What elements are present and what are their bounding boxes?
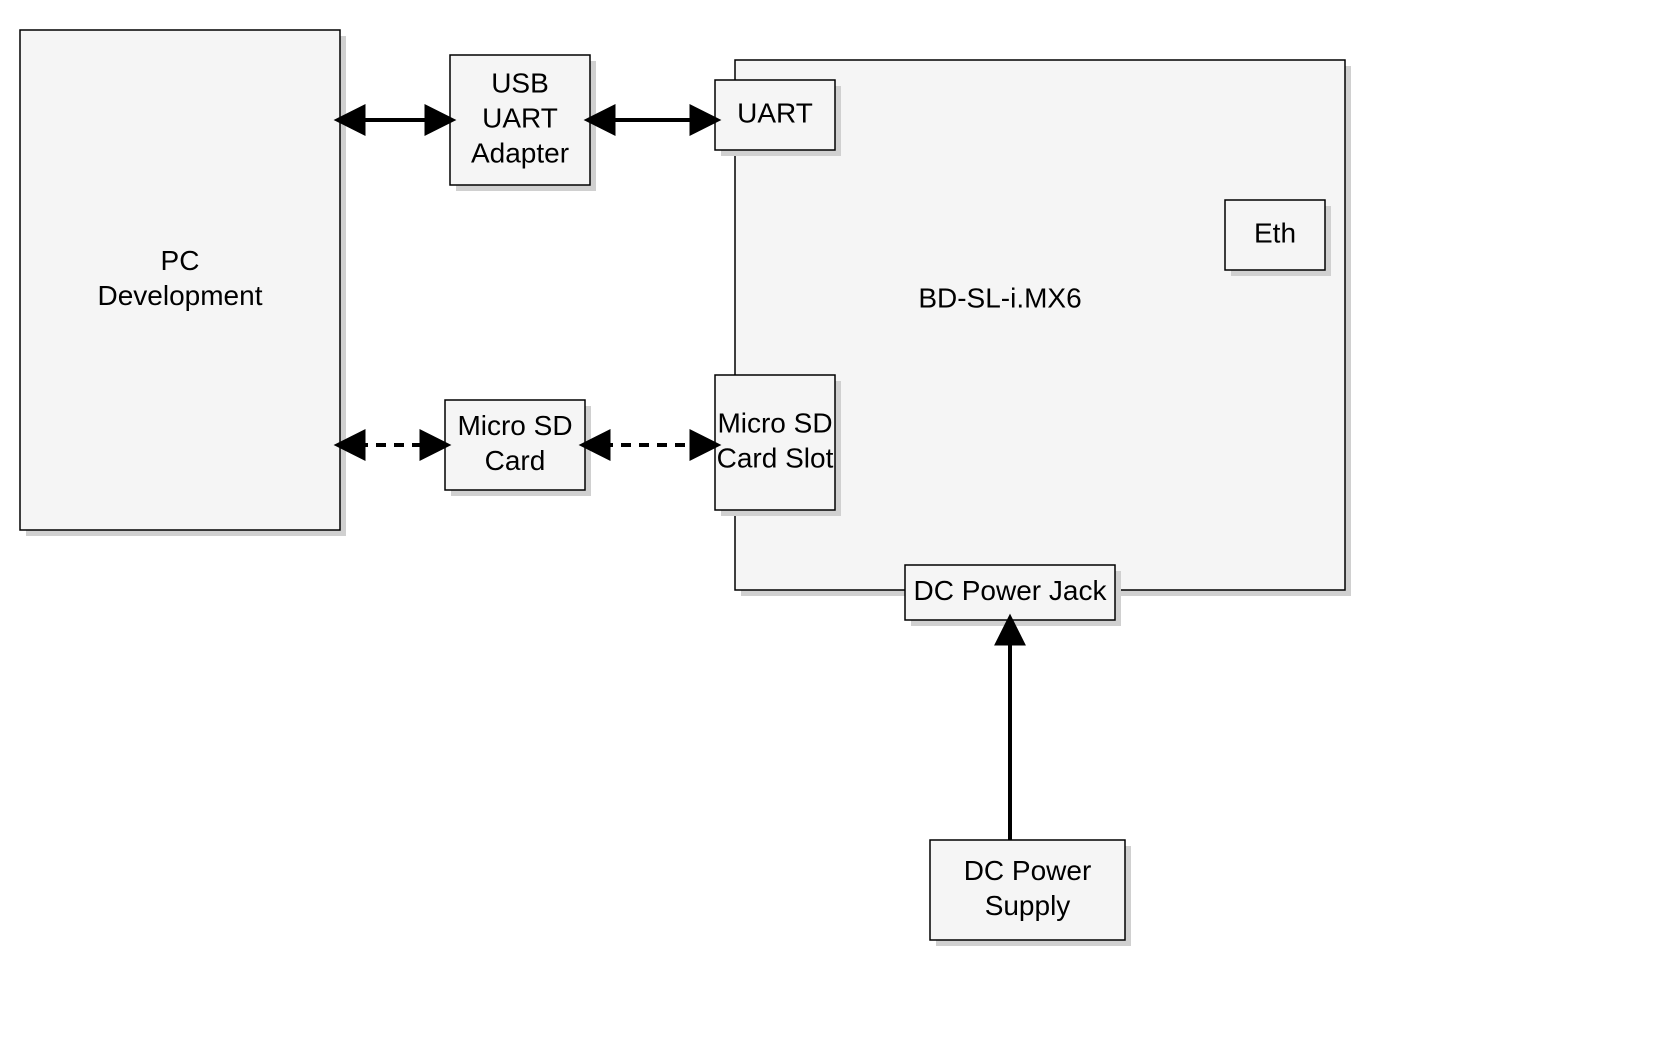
hardware-block-diagram: BD-SL-i.MX6 PC Development USB UART Adapter UA… [0, 0, 1666, 1044]
uart-label: UART [737, 97, 813, 128]
usb_uart-label: UART [482, 102, 558, 133]
eth-label: Eth [1254, 217, 1296, 248]
usb_uart-label: Adapter [471, 137, 569, 168]
power_jack-label: DC Power Jack [914, 575, 1108, 606]
sd_card-label: Micro SD [457, 410, 572, 441]
pc-label: PC [161, 245, 200, 276]
usb_uart-label: USB [491, 67, 549, 98]
sd_card-label: Card [485, 445, 546, 476]
board-label: BD-SL-i.MX6 [918, 282, 1081, 313]
power_supply-label: Supply [985, 890, 1071, 921]
power_supply-label: DC Power [964, 855, 1092, 886]
sd_slot-label: Card Slot [717, 442, 834, 473]
sd_slot-label: Micro SD [717, 407, 832, 438]
pc-label: Development [98, 280, 263, 311]
